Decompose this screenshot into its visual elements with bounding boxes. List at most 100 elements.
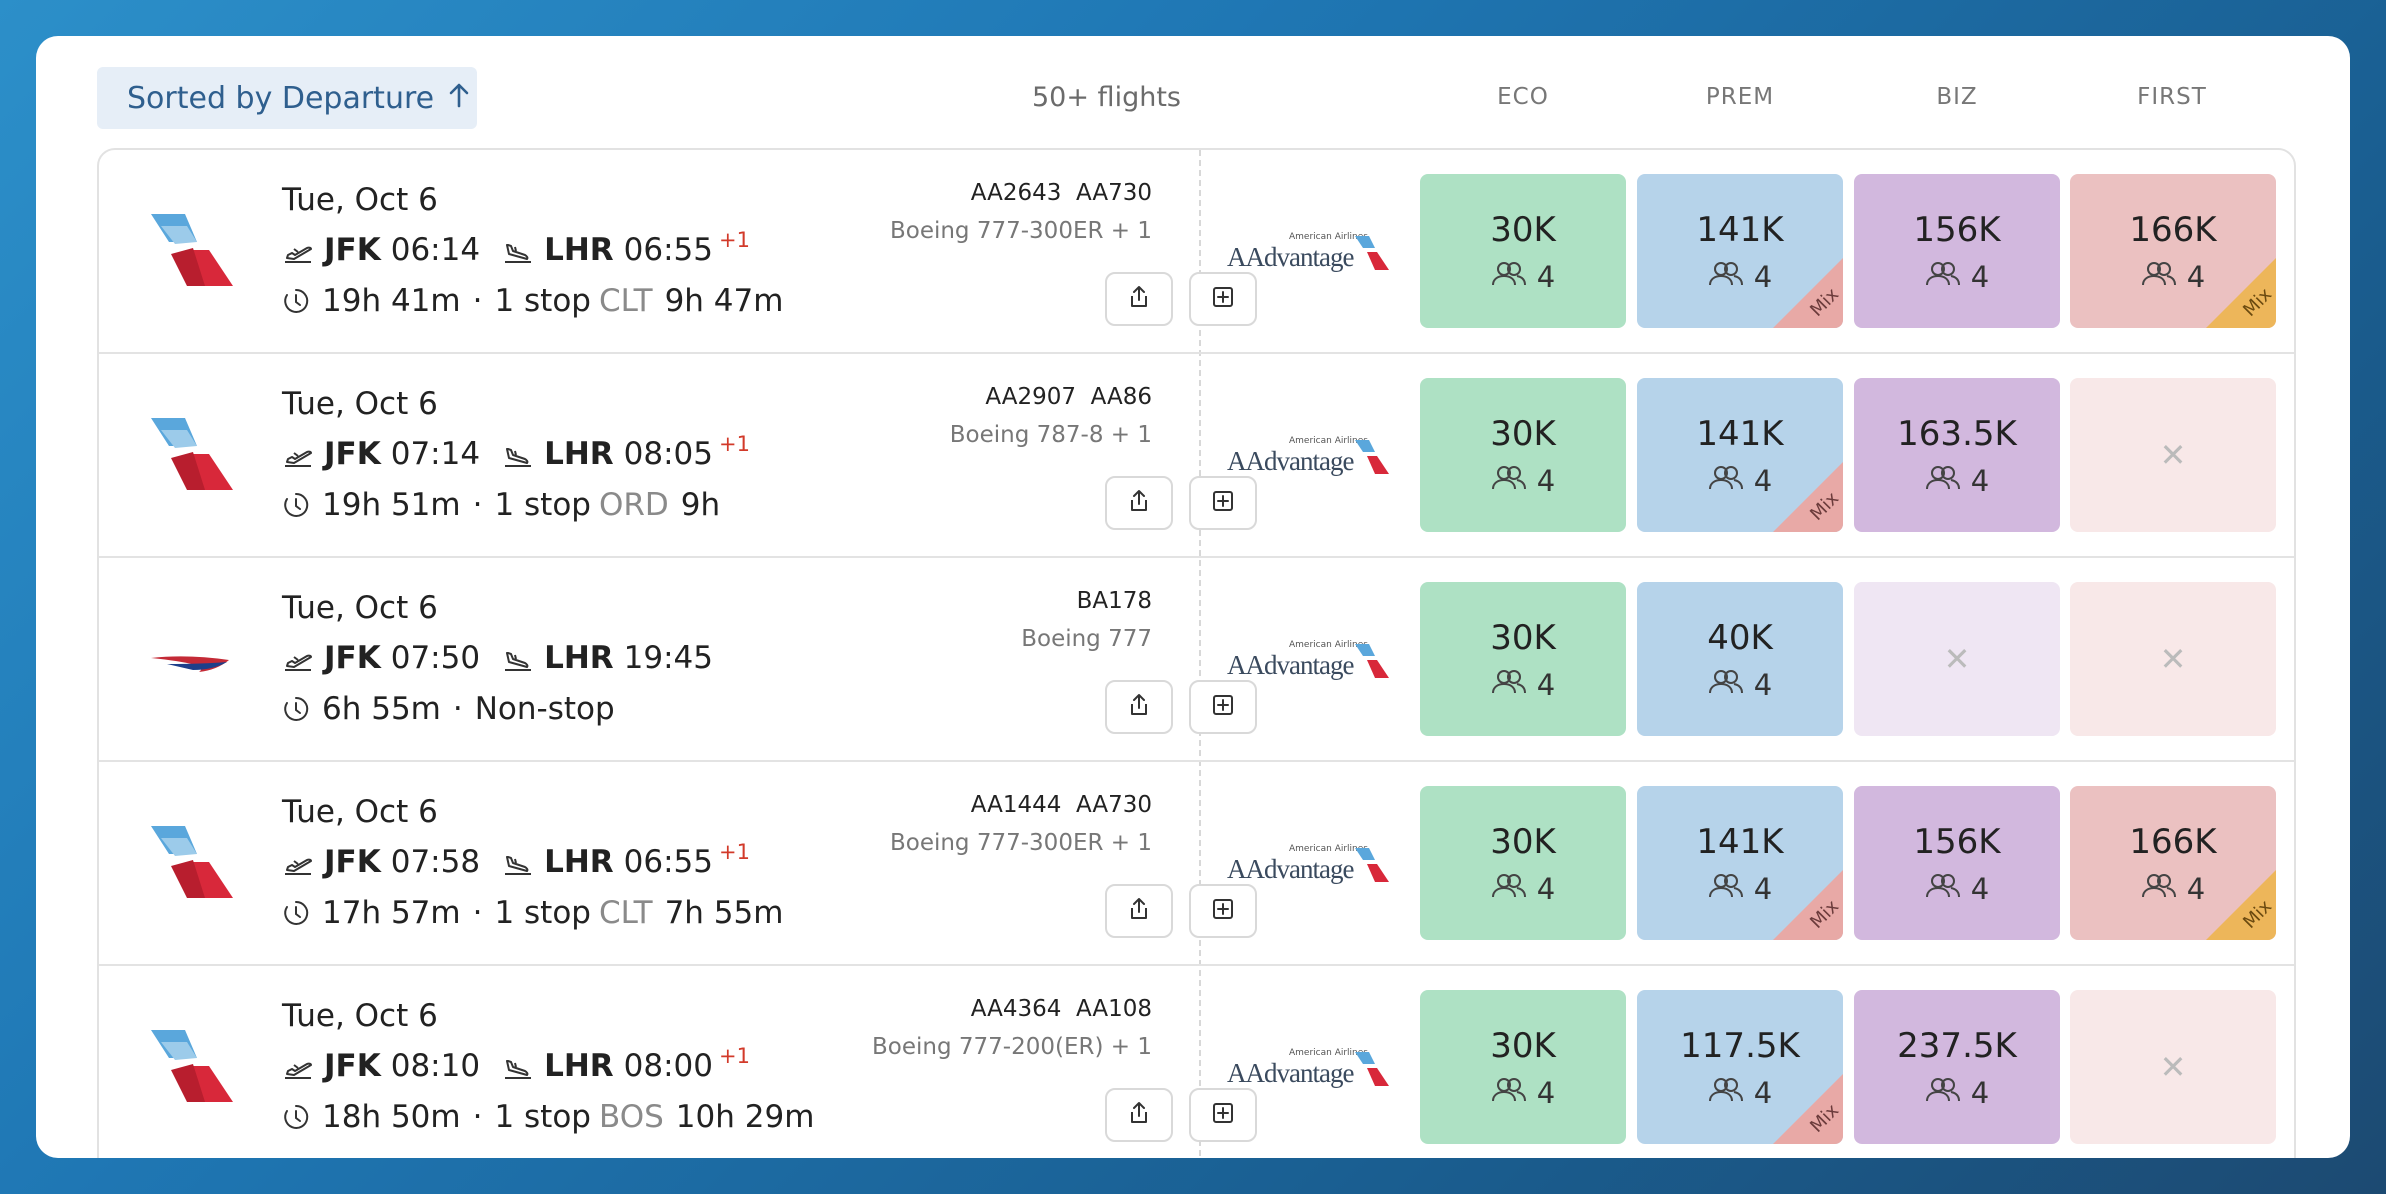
separator-dot: · — [472, 1099, 483, 1135]
column-header-eco[interactable]: ECO — [1497, 84, 1549, 110]
flight-row[interactable]: Tue, Oct 6 JFK 06:14 LHR 06:55 +1 19h 41m · 1 st… — [99, 150, 2294, 354]
fare-seats: 4 — [1637, 1076, 1843, 1110]
fare-seats: 4 — [1420, 668, 1626, 702]
flight-row[interactable]: Tue, Oct 6 JFK 07:14 LHR 08:05 +1 19h 51m · 1 st… — [99, 354, 2294, 558]
separator-dot: · — [472, 895, 483, 931]
share-button[interactable] — [1105, 476, 1173, 530]
route-line: JFK 07:58 LHR 06:55 +1 — [282, 840, 750, 880]
aa-tail-icon — [147, 818, 237, 908]
layover-duration: 7h 55m — [664, 895, 784, 931]
arrival-group: LHR 06:55 +1 — [502, 228, 750, 268]
add-button[interactable] — [1189, 272, 1257, 326]
stops: 1 stop — [494, 895, 591, 931]
clock-icon — [282, 1103, 310, 1131]
next-day-badge: +1 — [719, 1044, 750, 1068]
unavailable-icon: ✕ — [2159, 640, 2187, 678]
add-icon — [1211, 285, 1235, 313]
people-icon — [1925, 260, 1971, 294]
sort-button[interactable]: Sorted by Departure — [97, 67, 477, 129]
seat-count: 4 — [1970, 1076, 1990, 1110]
mix-badge-corner — [2205, 869, 2276, 940]
fare-cell-prem[interactable]: 141K 4 Mix — [1637, 174, 1843, 328]
fare-points: 166K — [2129, 822, 2217, 862]
fare-cell-eco[interactable]: 30K 4 — [1420, 990, 1626, 1144]
fare-cell-biz[interactable]: 163.5K 4 — [1854, 378, 2060, 532]
add-button[interactable] — [1189, 476, 1257, 530]
connection-airport: BOS — [598, 1099, 664, 1135]
fare-seats: 4 — [2070, 260, 2276, 294]
fare-cell-biz[interactable]: 237.5K 4 — [1854, 990, 2060, 1144]
fare-points: 40K — [1707, 618, 1773, 658]
add-button[interactable] — [1189, 1088, 1257, 1142]
fare-cell-first: ✕ — [2070, 378, 2276, 532]
fare-cell-eco[interactable]: 30K 4 — [1420, 786, 1626, 940]
fare-points: 141K — [1696, 414, 1784, 454]
arrival-group: LHR 08:05 +1 — [502, 432, 750, 472]
column-header-prem[interactable]: PREM — [1705, 84, 1775, 110]
share-button[interactable] — [1105, 680, 1173, 734]
fare-seats: 4 — [2070, 872, 2276, 906]
landing-icon — [502, 237, 534, 263]
mix-cabin-badge: Mix — [2205, 869, 2276, 940]
people-icon — [1708, 668, 1754, 702]
fare-points: 30K — [1490, 1026, 1556, 1066]
destination-code: LHR — [544, 844, 614, 880]
share-button[interactable] — [1105, 272, 1173, 326]
fare-cell-eco[interactable]: 30K 4 — [1420, 378, 1626, 532]
arrival-group: LHR 06:55 +1 — [502, 840, 750, 880]
program-logo: American Airlines AAdvantage — [1227, 1048, 1395, 1092]
fare-cell-biz[interactable]: 156K 4 — [1854, 174, 2060, 328]
add-button[interactable] — [1189, 680, 1257, 734]
arrival-time: 06:55 — [623, 844, 713, 880]
duration: 19h 41m — [322, 283, 461, 319]
fare-cell-biz: ✕ — [1854, 582, 2060, 736]
fare-cell-prem[interactable]: 141K 4 Mix — [1637, 378, 1843, 532]
fare-cell-first[interactable]: 166K 4 Mix — [2070, 174, 2276, 328]
clock-icon — [282, 899, 310, 927]
add-button[interactable] — [1189, 884, 1257, 938]
aircraft-type: Boeing 777 — [1021, 626, 1152, 652]
share-button[interactable] — [1105, 884, 1173, 938]
column-header-biz[interactable]: BIZ — [1936, 84, 1978, 110]
ba-speedmarque-icon — [147, 614, 237, 704]
flight-count: 50+ flights — [1032, 82, 1181, 113]
flight-row[interactable]: Tue, Oct 6 JFK 07:50 LHR 19:45 6h 55m · Non-sto… — [99, 558, 2294, 762]
seat-count: 4 — [2186, 872, 2206, 906]
fare-cell-first[interactable]: 166K 4 Mix — [2070, 786, 2276, 940]
fare-cell-biz[interactable]: 156K 4 — [1854, 786, 2060, 940]
fare-points: 30K — [1490, 210, 1556, 250]
fare-cell-prem[interactable]: 40K 4 — [1637, 582, 1843, 736]
origin-code: JFK — [324, 844, 381, 880]
program-logo-small: American Airlines — [1289, 844, 1368, 854]
clock-icon — [282, 287, 310, 315]
fare-seats: 4 — [1420, 872, 1626, 906]
sort-label: Sorted by Departure — [127, 80, 435, 116]
program-logo-name: AAdvantage — [1227, 650, 1354, 680]
fare-cell-eco[interactable]: 30K 4 — [1420, 582, 1626, 736]
flight-row[interactable]: Tue, Oct 6 JFK 07:58 LHR 06:55 +1 17h 57m · 1 st… — [99, 762, 2294, 966]
fare-seats: 4 — [1637, 668, 1843, 702]
people-icon — [1491, 872, 1537, 906]
fare-points: 30K — [1490, 414, 1556, 454]
program-logo: American Airlines AAdvantage — [1227, 640, 1395, 684]
fare-cell-prem[interactable]: 141K 4 Mix — [1637, 786, 1843, 940]
fare-points: 117.5K — [1680, 1026, 1800, 1066]
column-header-first[interactable]: FIRST — [2137, 84, 2207, 110]
next-day-badge: +1 — [719, 432, 750, 456]
people-icon — [1925, 464, 1971, 498]
seat-count: 4 — [2186, 260, 2206, 294]
flight-row[interactable]: Tue, Oct 6 JFK 08:10 LHR 08:00 +1 18h 50m · 1 st… — [99, 966, 2294, 1158]
route-line: JFK 06:14 LHR 06:55 +1 — [282, 228, 750, 268]
seat-count: 4 — [1536, 1076, 1556, 1110]
landing-icon — [502, 1053, 534, 1079]
departure-time: 07:50 — [390, 640, 481, 676]
unavailable-icon: ✕ — [2159, 436, 2187, 474]
fare-cell-prem[interactable]: 117.5K 4 Mix — [1637, 990, 1843, 1144]
arrival-group: LHR 08:00 +1 — [502, 1044, 750, 1084]
origin-code: JFK — [324, 436, 381, 472]
people-icon — [1925, 1076, 1971, 1110]
fare-seats: 4 — [1854, 1076, 2060, 1110]
fare-cell-eco[interactable]: 30K 4 — [1420, 174, 1626, 328]
departure-date: Tue, Oct 6 — [282, 794, 438, 830]
share-button[interactable] — [1105, 1088, 1173, 1142]
